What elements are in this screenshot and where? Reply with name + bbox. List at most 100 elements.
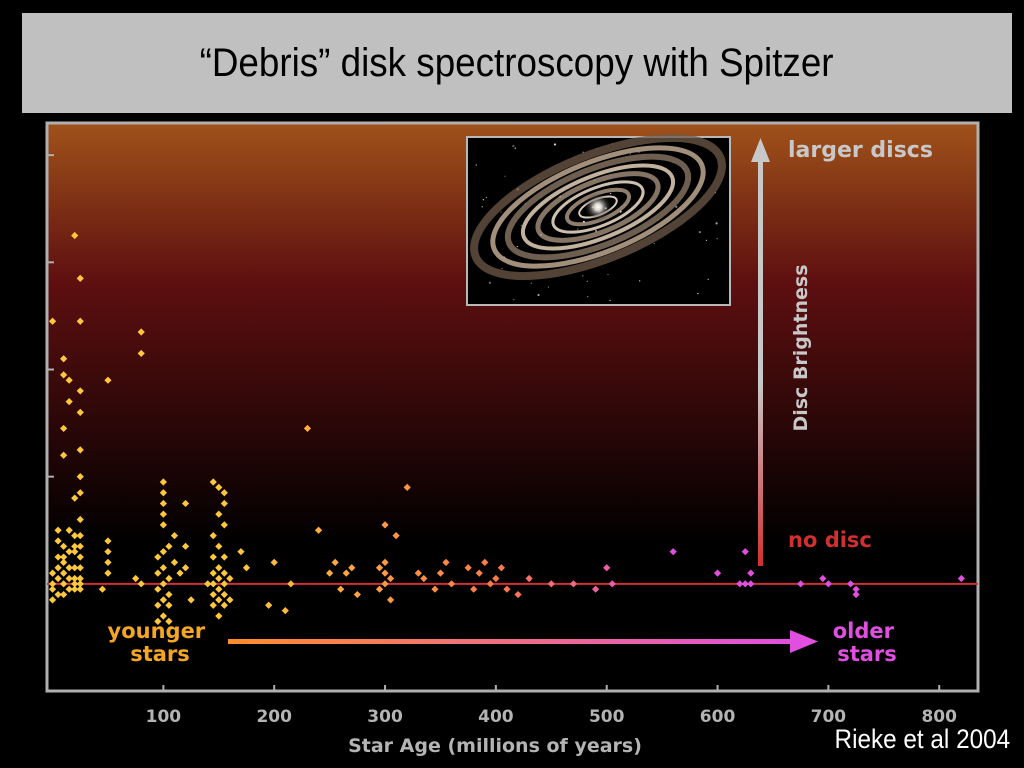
- data-point: [48, 596, 57, 604]
- data-point: [353, 590, 361, 599]
- background-star: [514, 147, 516, 149]
- data-point: [71, 580, 79, 588]
- background-star: [504, 175, 506, 177]
- data-point: [824, 580, 832, 588]
- data-point: [957, 574, 965, 583]
- data-point: [71, 564, 79, 572]
- data-point: [209, 553, 217, 561]
- data-point: [159, 489, 167, 497]
- data-point: [220, 553, 228, 561]
- data-point: [54, 564, 62, 572]
- data-point: [209, 590, 217, 599]
- data-point: [819, 574, 827, 583]
- younger-label-line-1: younger: [108, 619, 206, 643]
- background-star: [715, 222, 718, 225]
- older-label-line-1: older: [833, 619, 895, 643]
- younger-stars-label: younger stars: [108, 619, 213, 666]
- data-point: [747, 569, 755, 577]
- data-point: [226, 574, 234, 583]
- data-point: [60, 424, 68, 433]
- data-point: [104, 569, 112, 577]
- data-point: [431, 585, 439, 593]
- data-point: [170, 532, 179, 540]
- data-point: [165, 574, 173, 583]
- x-tick-label: 300: [367, 707, 403, 727]
- background-star: [475, 164, 477, 166]
- data-point: [165, 590, 173, 599]
- data-point: [60, 553, 68, 561]
- data-point: [159, 564, 167, 572]
- data-point: [76, 515, 84, 524]
- no-disc-label: no disc: [788, 528, 872, 552]
- inset-disk-image: [466, 133, 731, 306]
- data-point: [797, 580, 805, 588]
- x-axis-ticks: 100 200 300 400 500 600 700 800: [146, 685, 957, 727]
- data-point: [215, 510, 223, 518]
- x-axis-label: Star Age (millions of years): [348, 735, 642, 757]
- data-point: [154, 601, 162, 609]
- data-point: [265, 601, 273, 609]
- data-point: [220, 489, 228, 497]
- data-point: [48, 569, 57, 577]
- data-point: [220, 521, 228, 529]
- data-point: [60, 580, 68, 588]
- data-point: [226, 596, 234, 604]
- background-star: [537, 293, 540, 297]
- data-point: [76, 473, 84, 481]
- y-axis-ticks: [47, 154, 54, 478]
- data-point: [170, 558, 179, 566]
- data-point: [215, 542, 223, 550]
- data-point: [486, 580, 494, 588]
- data-point: [442, 558, 450, 566]
- data-point: [60, 569, 68, 577]
- background-star: [609, 299, 611, 301]
- data-point: [159, 612, 167, 620]
- background-star: [607, 273, 609, 276]
- data-point: [220, 569, 228, 577]
- slide-title: “Debris” disk spectroscopy with Spitzer: [200, 40, 834, 85]
- data-point: [71, 585, 79, 593]
- data-point: [154, 569, 162, 577]
- data-point: [54, 526, 62, 534]
- data-point: [348, 564, 356, 572]
- data-point: [375, 585, 384, 593]
- background-star: [594, 229, 598, 232]
- data-point: [492, 574, 500, 583]
- plot-frame: [45, 121, 980, 693]
- data-point: [497, 564, 506, 572]
- data-point: [76, 585, 84, 593]
- background-star: [582, 151, 584, 153]
- data-point: [215, 483, 223, 491]
- data-point: [209, 478, 217, 486]
- data-point: [381, 521, 389, 529]
- data-point: [242, 564, 251, 572]
- data-point: [76, 580, 84, 588]
- data-point: [159, 596, 167, 604]
- data-point: [569, 580, 578, 588]
- data-point: [447, 580, 456, 588]
- data-point: [381, 580, 389, 588]
- data-point: [420, 574, 428, 583]
- data-point: [386, 596, 395, 604]
- data-point: [209, 532, 217, 540]
- data-point: [514, 590, 522, 599]
- background-star: [482, 199, 484, 201]
- background-star: [512, 144, 515, 148]
- background-star: [705, 239, 708, 241]
- data-point: [71, 574, 79, 583]
- data-point: [60, 371, 68, 379]
- data-point: [741, 580, 749, 588]
- data-point: [71, 231, 79, 240]
- data-point: [237, 548, 245, 556]
- data-point: [54, 590, 62, 599]
- background-star: [707, 278, 709, 280]
- data-point: [331, 558, 339, 566]
- data-point: [65, 564, 73, 572]
- data-point: [76, 387, 84, 395]
- data-point: [281, 607, 289, 615]
- data-points: [48, 231, 965, 625]
- data-point: [159, 499, 167, 508]
- data-point: [342, 569, 350, 577]
- data-point: [414, 569, 422, 577]
